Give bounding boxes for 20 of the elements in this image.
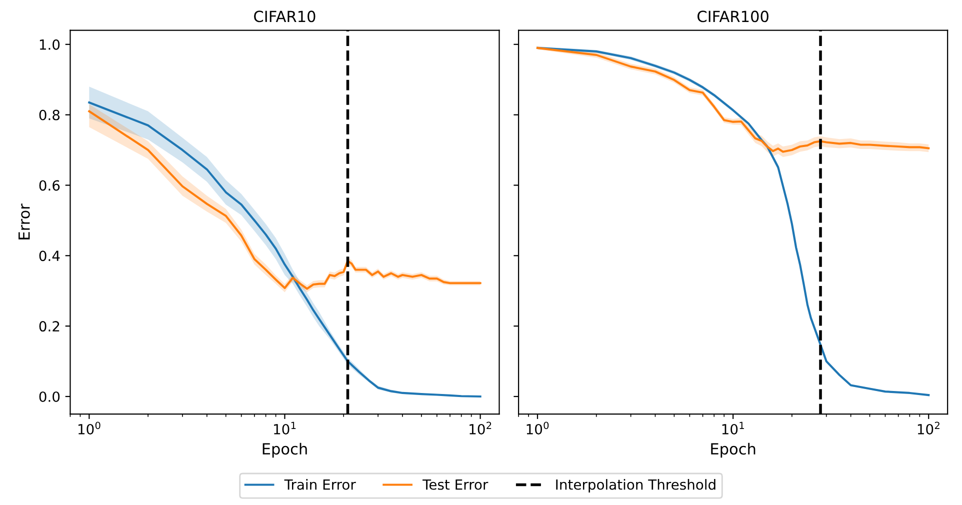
legend-label: Train Error: [284, 479, 356, 490]
x-axis-title: Epoch: [711, 442, 756, 458]
y-tick-label: 0.2: [39, 321, 60, 332]
y-tick-label: 1.0: [40, 39, 60, 50]
x-tick-label: 10$^{0}$: [78, 422, 100, 434]
x-tick-label: 10$^{0}$: [526, 422, 549, 434]
legend-label: Interpolation Threshold: [556, 479, 716, 492]
x-tick-label: 10$^{2}$: [918, 422, 940, 434]
chart-title: CIFAR100: [698, 10, 768, 22]
x-tick-label: 10$^{1}$: [722, 422, 744, 434]
y-tick-label: 0.0: [39, 391, 60, 402]
y-axis-title: Error: [18, 204, 30, 240]
chart-title: CIFAR10: [254, 10, 316, 22]
y-tick-label: 0.6: [39, 180, 60, 191]
legend-label: Test Error: [422, 479, 488, 490]
x-axis-title: Epoch: [262, 442, 307, 458]
y-tick-label: 0.4: [39, 250, 60, 262]
x-tick-label: 10$^{1}$: [274, 422, 296, 434]
y-tick-label: 0.8: [39, 110, 60, 120]
x-tick-label: 10$^{2}$: [470, 422, 492, 434]
